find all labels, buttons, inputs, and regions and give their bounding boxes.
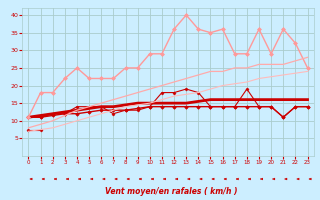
Text: Vent moyen/en rafales ( km/h ): Vent moyen/en rafales ( km/h ) [105, 187, 237, 196]
